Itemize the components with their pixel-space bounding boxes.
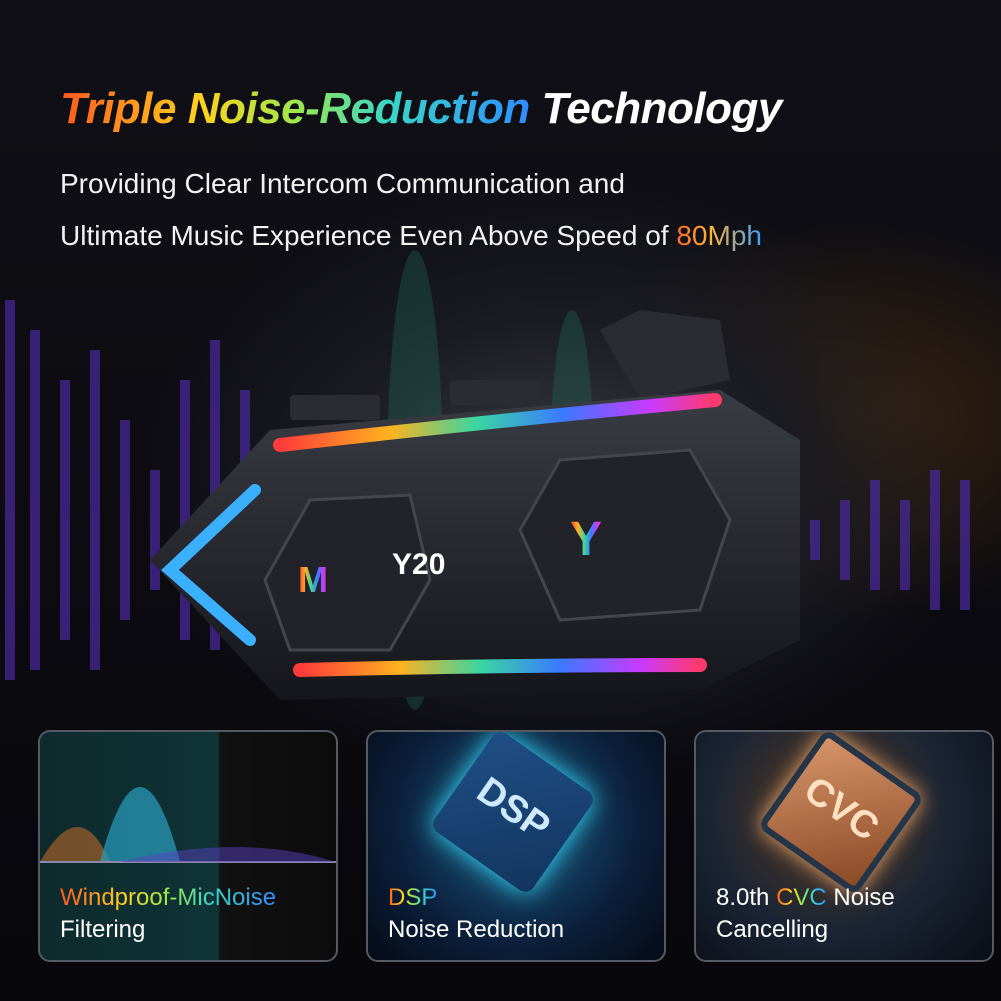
rgb-light-top <box>273 393 722 452</box>
card-highlight: CVC <box>776 884 827 911</box>
rgb-light-bottom <box>293 658 707 677</box>
card-prefix: 8.0th <box>716 884 770 911</box>
speed-value: 80Mph <box>676 220 762 251</box>
intercom-device-illustration: M Y20 Y <box>5 250 970 710</box>
headline-plain: Technology <box>541 84 783 133</box>
card-text: Noise Reduction <box>388 916 565 943</box>
headline: Triple Noise-Reduction Technology <box>60 84 782 134</box>
feature-card-dsp: DSP DSP Noise Reduction <box>366 730 666 962</box>
logo-left: M <box>298 559 328 600</box>
subtitle-line-2: Ultimate Music Experience Even Above Spe… <box>60 220 762 252</box>
top-button <box>290 395 380 420</box>
card-text: Filtering <box>60 916 146 943</box>
card-highlight: Windproof-MicNoise <box>60 884 277 911</box>
left-button[interactable] <box>263 493 432 652</box>
card-highlight: DSP <box>388 884 438 911</box>
card-heading: 8.0th CVC Noise <box>716 884 895 912</box>
rgb-light-side <box>161 484 261 646</box>
logo-right: Y <box>570 513 602 566</box>
top-button <box>450 380 540 405</box>
subtitle-text: Ultimate Music Experience Even Above Spe… <box>60 220 669 251</box>
right-button[interactable] <box>518 448 732 622</box>
card-text: Cancelling <box>716 916 829 943</box>
model-label: Y20 <box>392 548 445 581</box>
headline-colored: Triple Noise-Reduction <box>60 84 530 133</box>
card-suffix: Noise <box>833 884 895 911</box>
subtitle-line-1: Providing Clear Intercom Communication a… <box>60 168 625 199</box>
mount-clip <box>600 310 730 400</box>
waveform-graphic <box>40 787 336 863</box>
feature-card-windproof: Windproof-MicNoise Filtering <box>38 730 338 962</box>
feature-card-cvc: CVC 8.0th CVC Noise Cancelling <box>694 730 994 962</box>
